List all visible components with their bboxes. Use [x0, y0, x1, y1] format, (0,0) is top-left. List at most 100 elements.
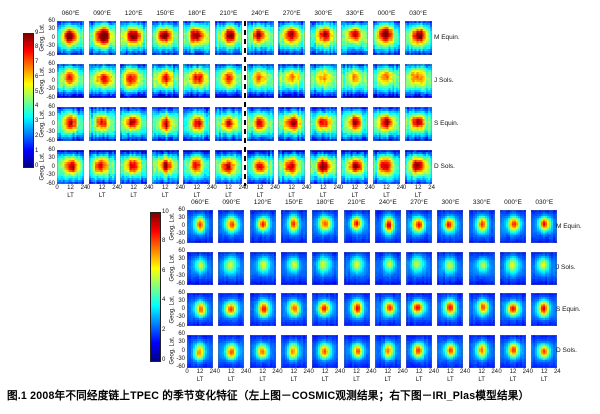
heatmap-cell: [309, 107, 337, 141]
panel-divider-line: [244, 21, 246, 186]
column-header: 090°E: [93, 10, 111, 17]
heatmap-cell: [531, 251, 558, 285]
x-tick-label: 0: [435, 368, 440, 375]
x-tick-label: 12: [225, 185, 232, 191]
colorbar-tick-label: 4: [35, 103, 39, 110]
x-tick-label: 24: [240, 368, 248, 375]
row-season-label: J Sols.: [434, 77, 454, 84]
x-axis-label: LT: [384, 376, 392, 383]
x-axis-label: LT: [353, 376, 360, 383]
x-tick-label: 0: [247, 368, 252, 375]
x-tick-label: 12: [67, 185, 74, 191]
heatmap-cell: [249, 293, 276, 326]
y-tick-label: 60: [178, 248, 185, 254]
x-tick-label: 24: [209, 368, 217, 375]
y-tick-label: -30: [176, 231, 185, 238]
column-header: 090°E: [222, 199, 241, 206]
x-tick-label: 24: [238, 185, 246, 191]
y-tick-label: 30: [48, 112, 55, 118]
x-tick-label: 0: [279, 368, 283, 375]
row-season-label: M Equin.: [434, 34, 460, 41]
heatmap-cell: [151, 21, 179, 55]
heatmap-cell: [57, 64, 84, 98]
heatmap-cell: [406, 334, 433, 368]
heatmap-cell: [343, 210, 370, 243]
x-tick-label: 0: [276, 185, 280, 191]
x-tick-label: 0: [150, 185, 154, 191]
heatmap-cell: [531, 210, 558, 243]
heatmap-cell: [280, 334, 307, 368]
heatmap-cell: [57, 21, 84, 55]
y-tick-label: 0: [181, 264, 185, 271]
x-axis-label: LT: [414, 193, 422, 199]
column-header: 030°E: [535, 199, 554, 206]
row-season-label: S Equin.: [556, 305, 581, 313]
x-tick-label: 24: [143, 185, 151, 191]
heatmap-cell: [246, 21, 274, 55]
heatmap-cell: [183, 21, 211, 55]
column-header: 330°E: [472, 199, 491, 206]
heatmap-cell: [280, 210, 307, 243]
y-tick-label: 30: [178, 214, 185, 221]
heatmap-cell: [278, 21, 306, 55]
heatmap-cell: [373, 21, 400, 55]
heatmap-cell: [120, 21, 148, 55]
y-tick-label: 60: [48, 60, 55, 67]
x-axis-label: LT: [67, 193, 74, 199]
column-header: 300°E: [314, 10, 333, 17]
heatmap-cell: [151, 150, 179, 184]
x-tick-label: 24: [301, 185, 309, 191]
heatmap-cell: [280, 293, 307, 326]
colorbar-tick-label: 0: [162, 356, 166, 363]
x-tick-label: 12: [319, 185, 327, 191]
y-tick-label: -30: [46, 43, 55, 49]
heatmap-cell: [500, 334, 526, 368]
colorbar-tick-label: 2: [35, 132, 39, 139]
heatmap-cell: [343, 251, 370, 285]
heatmap-cell: [187, 293, 213, 326]
heatmap-cell: [278, 107, 306, 141]
heatmap-cell: [468, 251, 495, 285]
y-tick-label: -30: [46, 172, 55, 178]
heatmap-cell: [215, 150, 242, 184]
y-tick-label: 60: [48, 146, 55, 153]
colorbar: [23, 33, 34, 168]
heatmap-cell: [218, 334, 245, 368]
x-tick-label: 12: [478, 368, 486, 375]
heatmap-cell: [437, 210, 464, 243]
y-tick-label: 0: [181, 223, 185, 229]
heatmap-cell: [309, 21, 337, 55]
x-tick-label: 12: [98, 185, 106, 191]
x-axis-label: LT: [225, 193, 232, 199]
x-axis-label: LT: [320, 193, 327, 199]
x-axis-label: LT: [288, 193, 295, 199]
heatmap-cell: [218, 210, 245, 243]
heatmap-cell: [278, 64, 306, 98]
x-tick-label: 24: [80, 185, 88, 191]
x-axis-label: LT: [228, 376, 235, 383]
x-tick-label: 0: [185, 368, 189, 375]
x-tick-label: 12: [256, 185, 264, 191]
x-tick-label: 24: [334, 368, 342, 375]
heatmap-cell: [437, 293, 464, 326]
heatmap-cell: [187, 334, 213, 368]
x-tick-label: 0: [181, 185, 186, 191]
x-tick-label: 0: [118, 185, 122, 191]
colorbar-tick-label: 1: [35, 147, 39, 154]
x-axis-label: LT: [290, 376, 298, 383]
heatmap-cell: [531, 334, 558, 368]
heatmap-cell: [404, 64, 432, 98]
y-tick-label: -60: [46, 94, 55, 101]
colorbar-tick-label: 8: [162, 238, 166, 245]
row-season-label: D Sols.: [434, 163, 455, 170]
heatmap-cell: [183, 107, 211, 141]
colorbar-tick-label: 5: [35, 88, 39, 95]
heatmap-cell: [309, 150, 337, 184]
heatmap-cell: [341, 107, 369, 141]
heatmap-cell: [343, 334, 370, 368]
x-tick-label: 24: [175, 185, 183, 191]
x-tick-label: 24: [522, 368, 530, 375]
heatmap-cell: [183, 64, 211, 98]
x-tick-label: 12: [227, 368, 235, 375]
x-axis-label: LT: [130, 193, 137, 199]
